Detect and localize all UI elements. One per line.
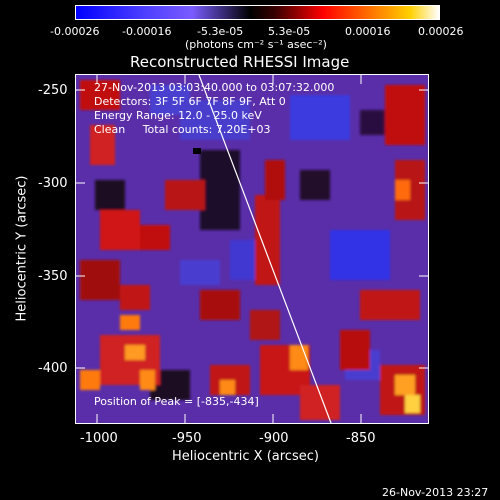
- timestamp: 26-Nov-2013 23:27: [382, 487, 488, 498]
- x-tick-label: -1000: [80, 432, 118, 445]
- y-tick-label: -350: [38, 270, 68, 283]
- y-axis-label: Heliocentric Y (arcsec): [16, 169, 29, 329]
- annotation-line: Detectors: 3F 5F 6F 7F 8F 9F, Att 0: [94, 96, 286, 107]
- x-tick-label: -950: [172, 432, 202, 445]
- peak-position-label: Position of Peak = [-835,-434]: [94, 396, 259, 407]
- y-tick-label: -250: [38, 84, 68, 97]
- annotation-line: Clean Total counts: 7.20E+03: [94, 124, 271, 135]
- y-tick-label: -300: [38, 177, 68, 190]
- y-tick-label: -400: [38, 362, 68, 375]
- x-tick-label: -850: [346, 432, 376, 445]
- dark-spot: [193, 148, 201, 154]
- x-axis-label: Heliocentric X (arcsec): [172, 450, 319, 463]
- x-tick-label: -900: [259, 432, 289, 445]
- annotation-line: Energy Range: 12.0 - 25.0 keV: [94, 110, 262, 121]
- annotation-line: 27-Nov-2013 03:03:40.000 to 03:07:32.000: [94, 82, 334, 93]
